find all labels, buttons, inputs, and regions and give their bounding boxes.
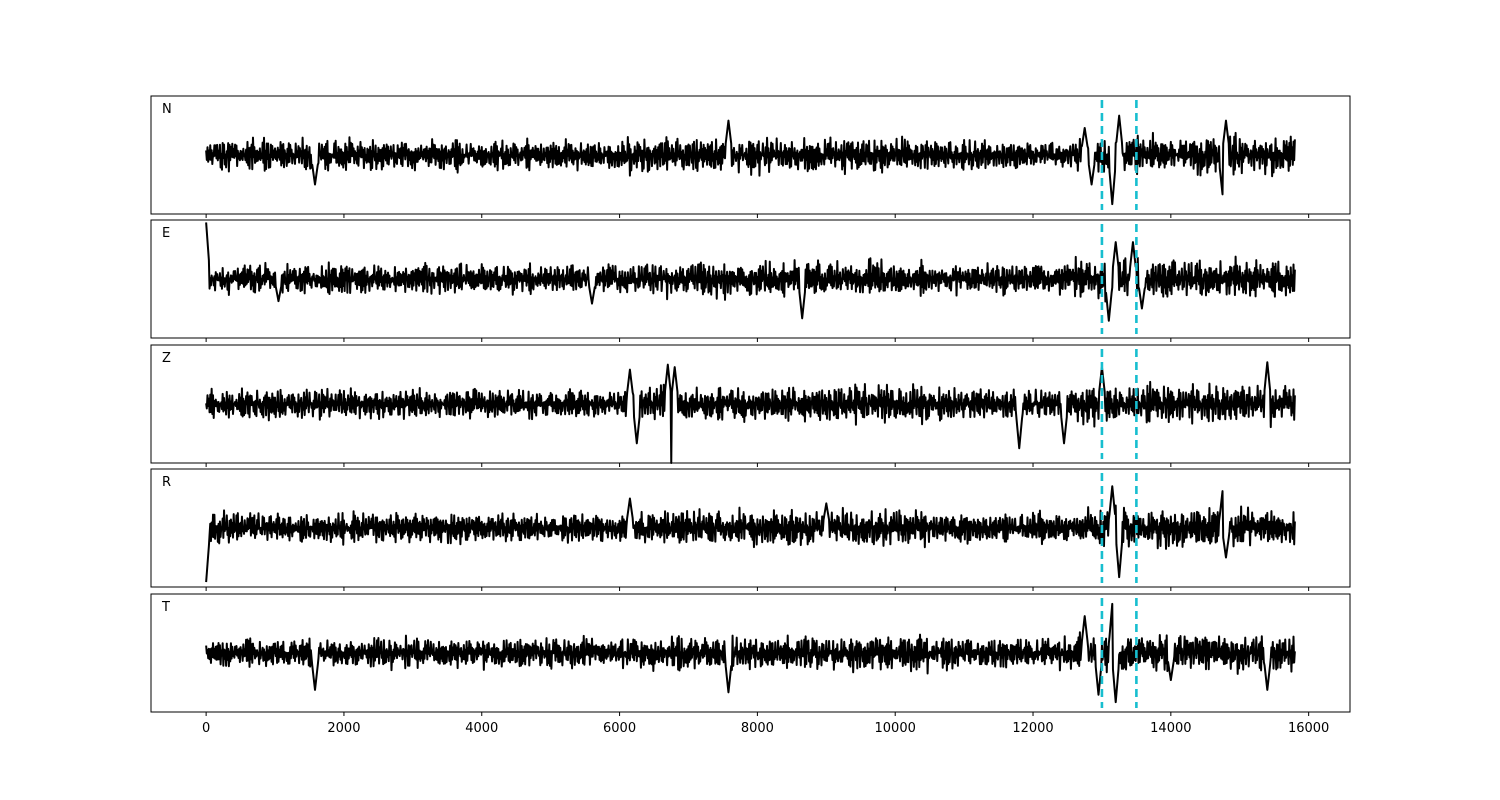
x-tick-label: 0 <box>202 721 210 736</box>
channel-label: N <box>162 102 172 117</box>
panel-N: N <box>150 95 1351 218</box>
panel-frame <box>150 593 1351 713</box>
panel-frame <box>150 344 1351 464</box>
waveform-E <box>205 222 1296 322</box>
panel-T: T <box>150 593 1351 716</box>
x-tick-label: 2000 <box>327 721 360 736</box>
waveform-N <box>205 114 1296 206</box>
x-tick-label: 16000 <box>1288 721 1329 736</box>
waveform-R <box>205 485 1296 583</box>
channel-label: T <box>161 600 170 615</box>
panel-Z: Z <box>150 344 1351 467</box>
panel-E: E <box>150 219 1351 342</box>
panel-R: R <box>150 468 1351 591</box>
panel-frame <box>150 95 1351 215</box>
waveform-T <box>205 602 1296 704</box>
x-tick-label: 10000 <box>875 721 916 736</box>
panel-frame <box>150 219 1351 339</box>
x-tick-label: 8000 <box>741 721 774 736</box>
channel-label: E <box>162 226 170 241</box>
x-tick-label: 6000 <box>603 721 636 736</box>
waveform-Z <box>205 361 1296 464</box>
channel-label: Z <box>162 351 171 366</box>
channel-label: R <box>162 475 171 490</box>
panel-frame <box>150 468 1351 588</box>
x-tick-label: 4000 <box>465 721 498 736</box>
x-tick-label: 14000 <box>1150 721 1191 736</box>
x-tick-label: 12000 <box>1012 721 1053 736</box>
